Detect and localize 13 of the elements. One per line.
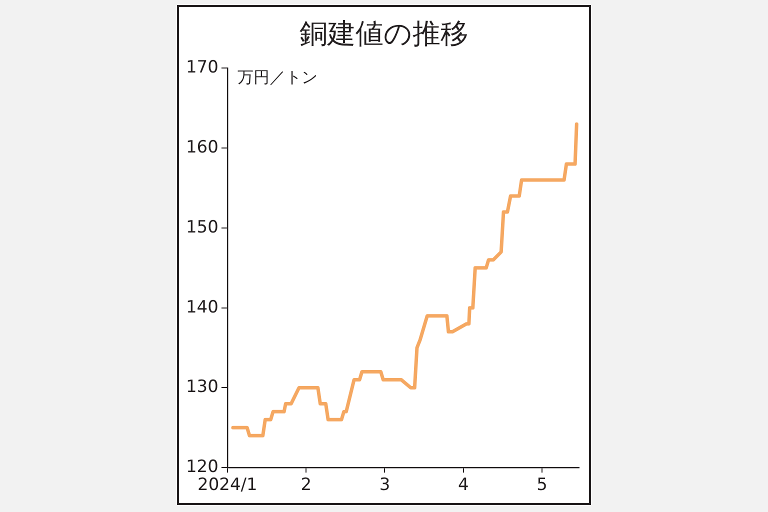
x-tick-label: 2024/1 <box>198 475 258 496</box>
y-axis-title: 万円／トン <box>237 67 318 86</box>
y-tick-label: 160 <box>186 138 218 158</box>
y-tick-label: 130 <box>186 377 218 398</box>
y-tick-label: 140 <box>186 297 218 318</box>
x-tick-label: 5 <box>536 475 548 496</box>
x-tick-label: 3 <box>379 475 390 496</box>
x-tick-label: 2 <box>300 475 312 496</box>
chart-title: 銅建値の推移 <box>298 16 470 52</box>
y-tick-label: 170 <box>186 58 218 78</box>
x-tick-label: 4 <box>458 475 469 496</box>
y-tick-label: 120 <box>186 457 218 478</box>
y-tick-label: 150 <box>186 217 218 238</box>
